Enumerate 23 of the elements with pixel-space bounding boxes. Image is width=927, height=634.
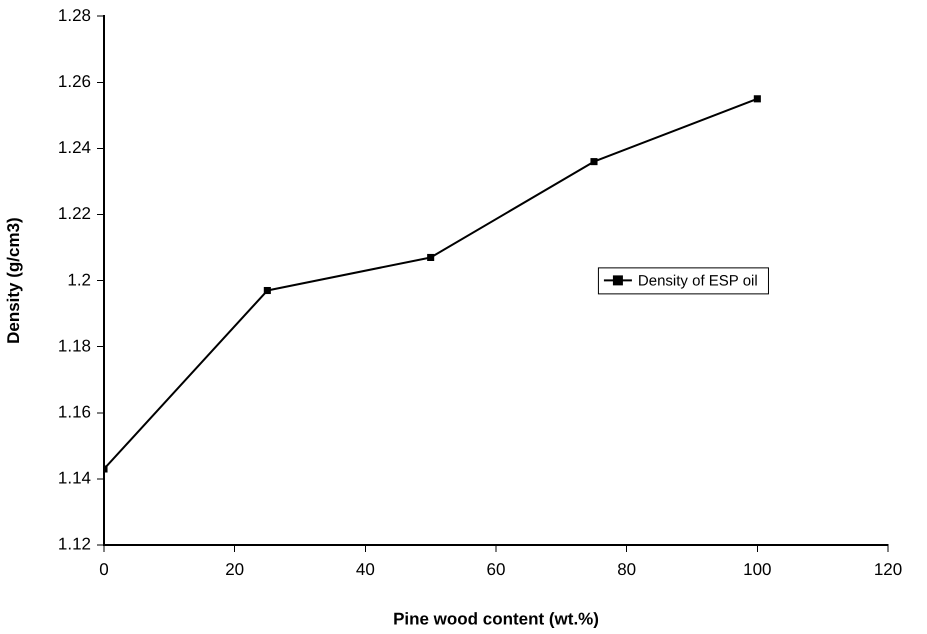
x-tick-label: 120 <box>874 560 902 579</box>
point <box>754 95 761 102</box>
point <box>590 158 598 166</box>
x-tick-label: 0 <box>99 560 109 579</box>
y-tick-label: 1.14 <box>58 468 91 488</box>
y-axis-title: Density (g/cm3) <box>4 217 23 344</box>
y-tick-label: 1.22 <box>58 204 91 224</box>
y-tick-label: 1.16 <box>58 402 91 422</box>
point <box>264 286 271 294</box>
y-tick-label: 1.26 <box>58 72 91 91</box>
x-axis-title: Pine wood content (wt.%) <box>393 609 599 628</box>
point <box>427 254 434 261</box>
x-tick-label: 100 <box>743 560 772 579</box>
legend-label: Density of ESP oil <box>638 272 758 290</box>
y-tick-label: 1.18 <box>58 336 91 356</box>
y-tick-label: 1.28 <box>58 6 91 25</box>
x-tick-label: 20 <box>225 560 244 579</box>
y-tick-label: 1.2 <box>67 270 91 290</box>
y-tick-label: 1.24 <box>58 138 91 158</box>
x-tick-label: 80 <box>617 560 636 579</box>
x-tick-label: 60 <box>486 560 506 579</box>
y-tick-label: 1.12 <box>58 534 91 554</box>
x-tick-label: 40 <box>356 560 375 579</box>
